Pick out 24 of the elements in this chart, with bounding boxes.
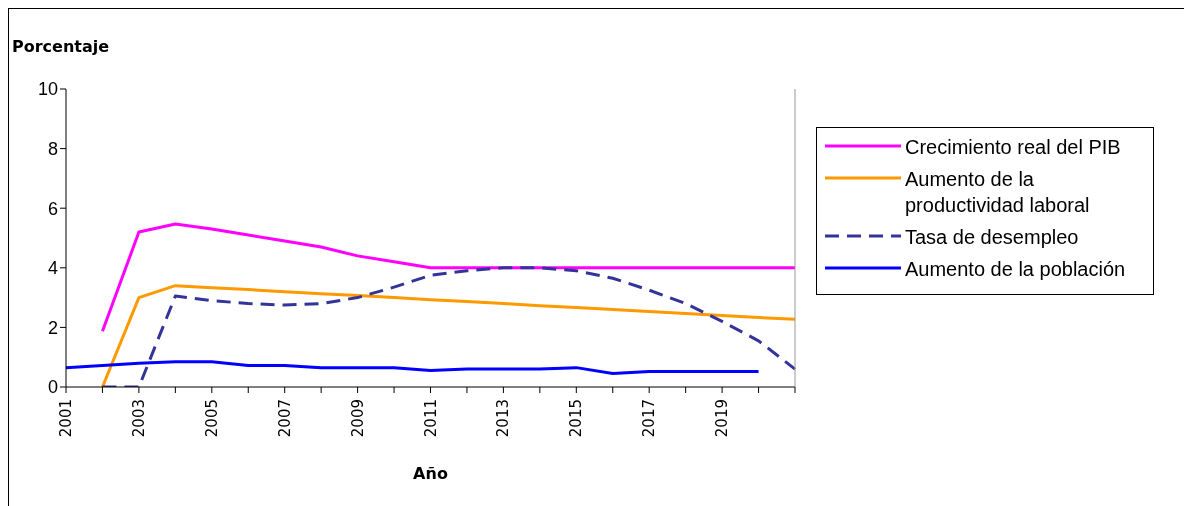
y-tick-label: 2 [47,317,58,338]
x-tick-label: 2009 [348,399,367,438]
x-tick-label: 2013 [494,399,513,438]
y-tick-label: 0 [47,377,58,398]
y-axis-title: Porcentaje [12,37,110,56]
line-series [64,360,761,376]
legend-label: Aumento de la población [905,257,1127,282]
x-tick-label: 2005 [202,399,221,438]
x-tick-label: 2019 [713,399,732,438]
x-tick-label: 2017 [640,399,659,438]
legend-label: Tasa de desempleo [905,225,1080,250]
y-tick-label: 4 [47,258,58,279]
y-tick-label: 6 [47,198,58,219]
x-tick-label: 2011 [421,399,440,438]
x-tick-label: 2003 [129,399,148,438]
line-series [100,222,797,333]
legend-label: Crecimiento real del PIB [905,135,1122,160]
legend-label: Aumento de la productividad laboral [905,167,1091,218]
y-tick-label: 8 [47,138,58,159]
y-tick-label: 10 [37,79,58,100]
x-tick-label: 2015 [567,399,586,438]
x-axis-title: Año [413,464,448,483]
x-tick-label: 2001 [57,399,75,438]
x-tick-label: 2007 [275,399,294,438]
